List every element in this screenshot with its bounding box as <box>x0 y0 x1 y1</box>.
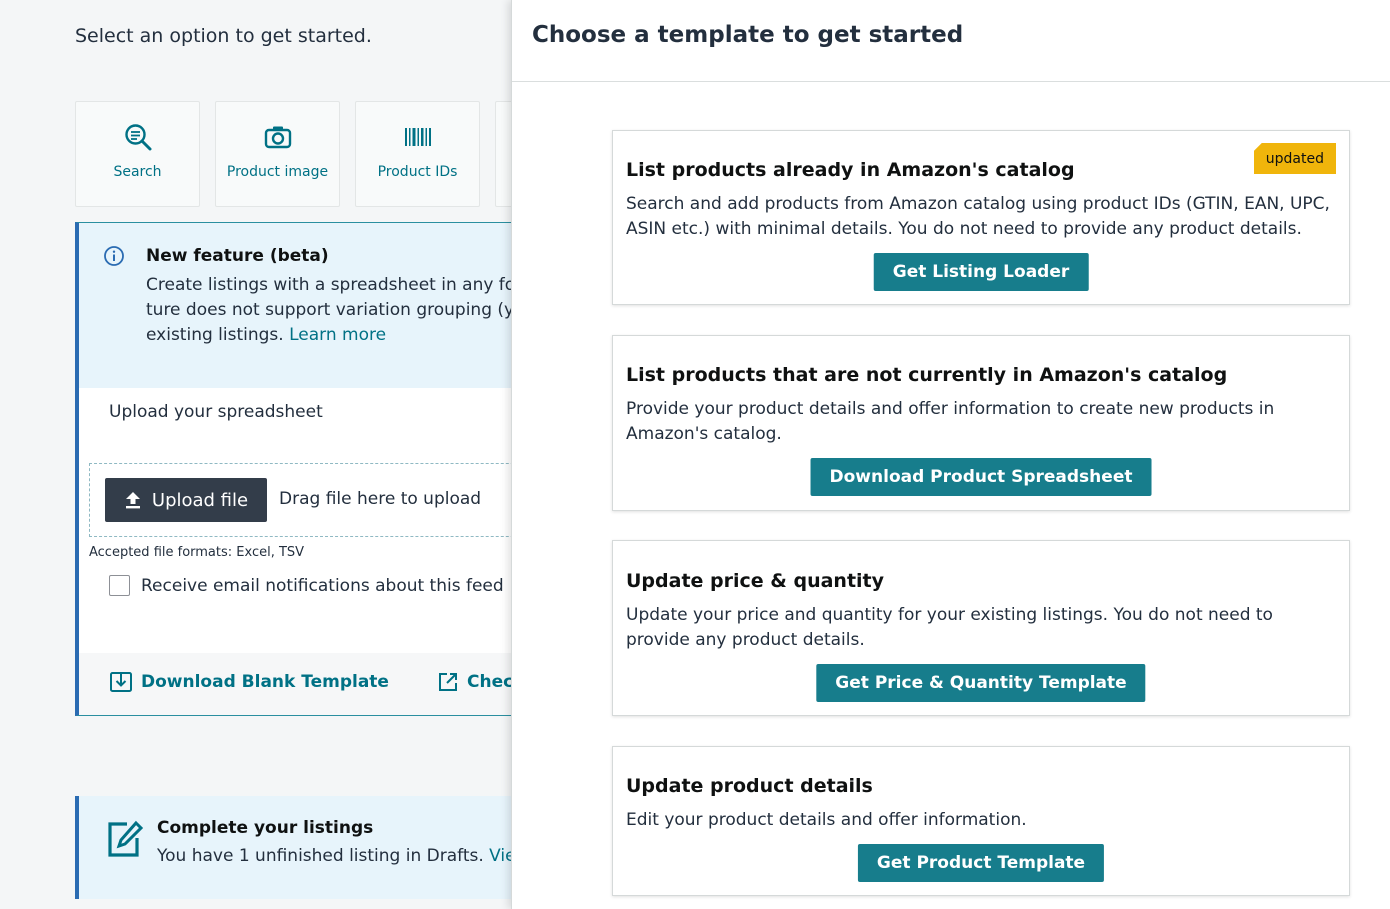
drawer-header: Choose a template to get started <box>512 0 1390 82</box>
download-product-spreadsheet-button[interactable]: Download Product Spreadsheet <box>810 458 1152 496</box>
option-label: Product IDs <box>377 164 458 180</box>
option-label: Search <box>113 164 162 180</box>
complete-listings-alert: Complete your listings You have 1 unfini… <box>75 796 511 899</box>
upload-title: Upload your spreadsheet <box>109 402 323 422</box>
card-title: Update product details <box>626 775 873 797</box>
card-description: Update your price and quantity for your … <box>626 605 1273 650</box>
beta-text: Create listings with a spreadsheet in an… <box>146 273 511 348</box>
card-title: List products already in Amazon's catalo… <box>626 159 1075 181</box>
info-icon <box>104 246 124 266</box>
beta-line: existing listings. <box>146 325 290 345</box>
beta-title: New feature (beta) <box>146 246 329 266</box>
option-partial[interactable] <box>495 101 511 207</box>
upload-icon <box>125 492 140 509</box>
barcode-icon <box>404 128 431 146</box>
external-link-icon <box>439 673 457 691</box>
view-drafts-link[interactable]: View <box>489 846 511 866</box>
file-drop-zone[interactable]: Upload file Drag file here to upload <box>89 463 511 537</box>
beta-line: ture does not support variation grouping… <box>146 300 511 320</box>
get-price-quantity-template-button[interactable]: Get Price & Quantity Template <box>816 664 1146 702</box>
upload-file-label: Upload file <box>151 489 249 511</box>
option-search[interactable]: Search <box>75 101 200 207</box>
option-label: Product image <box>226 164 329 180</box>
search-icon <box>124 124 151 151</box>
card-title: List products that are not currently in … <box>626 364 1228 386</box>
beta-line: Create listings with a spreadsheet in an… <box>146 275 511 295</box>
template-drawer: Choose a template to get started updated… <box>511 0 1390 909</box>
check-link[interactable]: Check <box>437 671 511 693</box>
download-blank-template-link[interactable]: Download Blank Template <box>109 671 389 693</box>
intro-text: Select an option to get started. <box>75 25 372 47</box>
template-card-product-spreadsheet: List products that are not currently in … <box>612 335 1350 511</box>
camera-icon <box>264 126 291 149</box>
complete-text: You have 1 unfinished listing in Drafts.… <box>157 846 511 866</box>
card-description: Provide your product details and offer i… <box>626 399 1275 444</box>
card-description: Search and add products from Amazon cata… <box>626 194 1330 239</box>
learn-more-link[interactable]: Learn more <box>289 325 387 345</box>
upload-file-button[interactable]: Upload file <box>105 478 267 522</box>
get-product-template-button[interactable]: Get Product Template <box>857 844 1105 882</box>
main-page: Select an option to get started. Search … <box>0 0 511 909</box>
template-card-product-details: Update product details Edit your product… <box>612 746 1350 896</box>
accepted-formats: Accepted file formats: Excel, TSV <box>89 545 305 560</box>
updated-badge: updated <box>1253 143 1336 174</box>
email-notification-row[interactable]: Receive email notifications about this f… <box>109 575 504 596</box>
template-card-listing-loader: updated List products already in Amazon'… <box>612 130 1350 305</box>
download-icon <box>110 672 132 692</box>
drawer-title: Choose a template to get started <box>532 22 964 48</box>
option-product-ids[interactable]: Product IDs <box>355 101 480 207</box>
panel-footer: Download Blank Template Check <box>79 653 511 715</box>
check-label: Check <box>467 672 511 692</box>
spreadsheet-panel: New feature (beta) Create listings with … <box>75 222 511 716</box>
drag-text: Drag file here to upload <box>279 489 482 509</box>
beta-alert: New feature (beta) Create listings with … <box>79 223 511 388</box>
template-card-price-quantity: Update price & quantity Update your pric… <box>612 540 1350 716</box>
email-notification-label: Receive email notifications about this f… <box>141 575 504 596</box>
drafts-text: You have 1 unfinished listing in Drafts. <box>157 846 490 866</box>
edit-icon <box>108 820 144 857</box>
option-product-image[interactable]: Product image <box>215 101 340 207</box>
complete-title: Complete your listings <box>157 818 374 838</box>
download-blank-label: Download Blank Template <box>141 672 389 692</box>
email-notification-checkbox[interactable] <box>109 575 130 596</box>
get-listing-loader-button[interactable]: Get Listing Loader <box>873 253 1089 291</box>
card-title: Update price & quantity <box>626 570 885 592</box>
card-description: Edit your product details and offer info… <box>626 810 1027 830</box>
